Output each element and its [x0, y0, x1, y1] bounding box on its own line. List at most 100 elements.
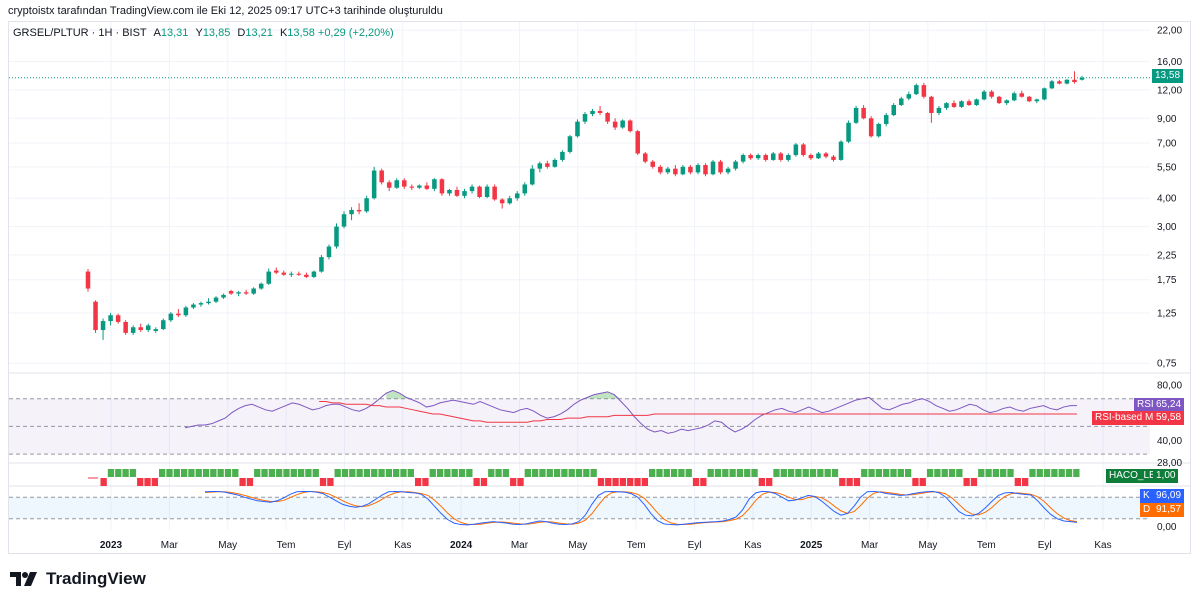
candle-body	[537, 163, 543, 169]
rsi-axis-label: 40,00	[1157, 436, 1182, 447]
stoch-d-value-tag: 91,57	[1153, 503, 1185, 517]
haco-bar-up	[992, 469, 1000, 477]
haco-bar-up	[817, 469, 824, 477]
candle-body	[868, 118, 874, 137]
haco-bar-up	[1036, 469, 1043, 477]
candle-body	[1079, 77, 1085, 80]
candle-body	[447, 189, 452, 194]
haco-bar-up	[202, 469, 210, 477]
haco-bar-down	[605, 478, 612, 486]
rsi-overbought-fill	[607, 391, 615, 399]
haco-bar-down	[473, 478, 480, 486]
legend-high-label: Y	[195, 27, 203, 39]
candle-body	[1011, 93, 1017, 101]
time-axis-label: Eyl	[688, 540, 702, 551]
haco-bar-up	[583, 469, 590, 477]
haco-bar-up	[115, 469, 122, 477]
haco-bar-up	[107, 469, 115, 477]
candle-body	[236, 292, 241, 294]
price-axis-label: 16,00	[1157, 57, 1182, 68]
candle-body	[432, 179, 437, 189]
candle-body	[597, 110, 603, 113]
haco-bar-up	[400, 469, 407, 477]
candle-body	[334, 226, 339, 247]
candle-body	[424, 185, 430, 189]
candle-body	[989, 91, 994, 97]
candle-body	[85, 271, 91, 289]
candle-body	[575, 121, 580, 137]
haco-bar-down	[619, 478, 627, 486]
candle-body	[1042, 88, 1047, 100]
haco-bar-up	[188, 469, 195, 477]
haco-bar-up	[904, 469, 912, 477]
haco-bar-up	[568, 469, 575, 477]
haco-bar-up	[173, 469, 180, 477]
haco-bar-up	[926, 469, 934, 477]
candle-body	[627, 120, 633, 132]
haco-bar-down	[137, 478, 144, 486]
haco-bar-up	[305, 469, 312, 477]
haco-bar-up	[531, 469, 539, 477]
time-axis-label: Eyl	[1038, 540, 1052, 551]
candle-body	[530, 168, 535, 185]
price-axis-label: 4,00	[1157, 194, 1177, 205]
haco-bar-up	[458, 469, 466, 477]
candle-body	[763, 155, 768, 160]
haco-bar-up	[283, 469, 290, 477]
candle-body	[191, 304, 196, 308]
price-axis-label: 5,50	[1157, 162, 1177, 173]
haco-bar-up	[780, 469, 787, 477]
haco-bar-down	[700, 478, 707, 486]
legend-open-label: A	[153, 27, 161, 39]
tradingview-logo[interactable]: TradingView	[10, 569, 146, 589]
haco-bar-up	[824, 469, 831, 477]
last-price-tag: 13,58	[1152, 69, 1184, 83]
candle-body	[228, 291, 234, 294]
candle-body	[748, 155, 753, 159]
haco-bar-up	[575, 469, 583, 477]
candle-body	[379, 170, 384, 183]
haco-bar-up	[546, 469, 553, 477]
haco-bar-up	[261, 469, 268, 477]
candle-body	[462, 191, 467, 196]
haco-bar-up	[934, 469, 941, 477]
price-axis-label: 2,25	[1157, 250, 1177, 261]
candle-body	[93, 301, 98, 331]
candle-body	[891, 105, 897, 116]
candle-body	[221, 294, 226, 298]
candle-body	[838, 141, 844, 160]
candle-body	[552, 159, 558, 167]
haco-bar-up	[897, 469, 904, 477]
haco-bar-down	[1021, 478, 1029, 486]
haco-bar-up	[129, 469, 137, 477]
candle-body	[266, 271, 271, 284]
haco-bar-up	[744, 469, 751, 477]
haco-bar-down	[758, 478, 766, 486]
haco-bar-down	[641, 478, 649, 486]
candle-body	[642, 153, 648, 162]
haco-bar-down	[151, 478, 159, 486]
haco-bar-up	[773, 469, 780, 477]
candle-body	[951, 103, 957, 107]
haco-bar-up	[1029, 469, 1036, 477]
price-axis-label: 0,75	[1157, 359, 1177, 370]
candle-body	[929, 96, 934, 113]
haco-bar-up	[312, 469, 319, 477]
candle-body	[304, 274, 309, 277]
candle-body	[786, 155, 791, 160]
haco-bar-up	[363, 469, 371, 477]
candle-body	[816, 153, 821, 159]
chart-frame[interactable]	[8, 21, 1191, 554]
haco-bar-up	[868, 469, 875, 477]
tradingview-logo-icon	[10, 572, 37, 586]
haco-bar-up	[349, 469, 356, 477]
candle-body	[801, 144, 806, 156]
legend-close-label: K	[279, 27, 288, 39]
haco-bar-up	[393, 469, 400, 477]
haco-bar-up	[159, 469, 166, 477]
haco-bar-up	[722, 469, 729, 477]
candle-body	[590, 110, 595, 115]
time-axis-label: Kas	[1094, 540, 1111, 551]
candle-body	[206, 301, 211, 304]
